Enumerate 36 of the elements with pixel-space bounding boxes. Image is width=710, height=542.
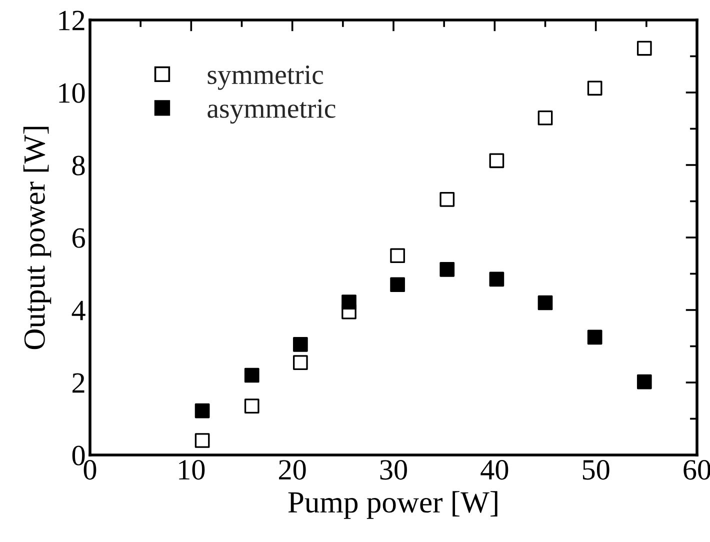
point [636,40,652,56]
x-tick-label: 60 [684,460,710,480]
x-axis-title: Pump power [W] [288,491,498,519]
point [244,368,260,383]
point [440,192,455,207]
point [390,248,405,264]
point [636,374,652,390]
point [194,403,210,418]
y-tick-label: 4 [72,300,86,320]
point [194,433,210,448]
point [244,398,260,414]
point [538,110,553,126]
y-axis-title: Output power [W] [23,126,52,350]
point [342,294,356,310]
x-tick-label: 40 [480,460,508,480]
x-tick-label: 10 [179,460,205,480]
point [293,355,308,370]
y-tick-label: 6 [72,228,85,248]
y-tick-label: 0 [72,446,85,466]
y-tick-label: 8 [72,156,85,176]
point [489,153,504,168]
x-tick-label: 30 [380,460,407,480]
point [587,330,602,345]
point [489,272,504,287]
y-tick-label: 10 [59,83,85,103]
x-tick-label: 50 [582,460,610,480]
point [440,262,455,277]
point [390,277,405,292]
y-tick-label: 12 [59,10,84,30]
point [587,80,602,96]
point [293,337,308,352]
point [538,295,553,310]
legend-label: asymmetric [208,99,336,124]
y-tick-label: 2 [72,373,84,393]
legend-label: symmetric [208,65,324,90]
x-tick-label: 20 [279,460,306,480]
